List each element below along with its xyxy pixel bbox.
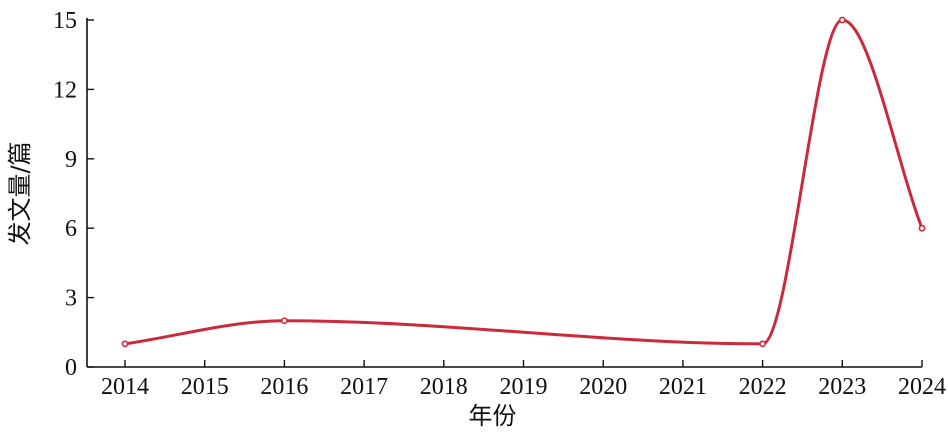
y-axis-title: 发文量/篇 <box>6 141 34 245</box>
x-tick-label: 2015 <box>181 374 229 400</box>
y-axis-ticks: 0 3 6 9 12 15 <box>53 8 94 381</box>
series-line <box>123 18 924 346</box>
data-point <box>918 224 926 232</box>
y-tick-label: 6 <box>65 216 77 242</box>
y-tick-label: 9 <box>65 147 77 173</box>
x-tick-label: 2023 <box>818 374 866 400</box>
data-point <box>759 340 766 348</box>
y-tick-label: 0 <box>65 355 77 381</box>
data-point <box>121 340 129 348</box>
x-tick-label: 2021 <box>659 374 707 400</box>
x-tick-label: 2020 <box>579 374 627 400</box>
y-tick-label: 15 <box>53 8 77 34</box>
data-point <box>838 16 846 24</box>
y-tick-label: 12 <box>53 77 77 103</box>
x-axis-ticks: 2014 2015 2016 2017 2018 2019 2020 2021 2022 2023… <box>101 360 946 400</box>
data-point <box>280 317 288 325</box>
x-tick-label: 2018 <box>420 374 468 400</box>
x-tick-label: 2024 <box>898 374 946 400</box>
x-axis-title: 年份 <box>469 402 517 430</box>
x-tick-label: 2017 <box>340 374 388 400</box>
x-tick-label: 2016 <box>260 374 308 400</box>
x-tick-label: 2019 <box>500 374 548 400</box>
y-tick-label: 3 <box>65 286 77 312</box>
x-tick-label: 2014 <box>101 374 149 400</box>
data-points <box>121 16 926 348</box>
x-tick-label: 2022 <box>739 374 787 400</box>
